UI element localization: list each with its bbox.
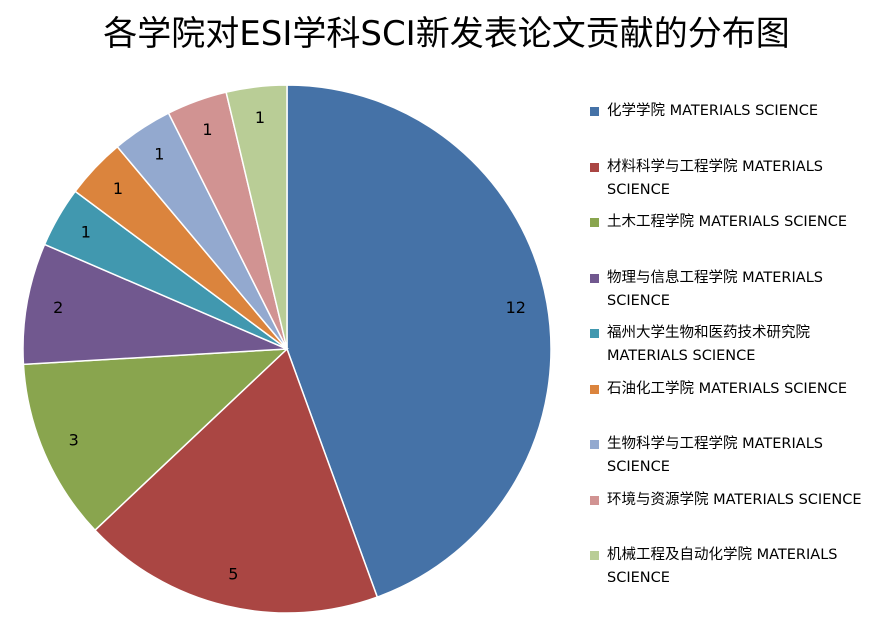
pie-slice-4	[22, 243, 288, 366]
slice-value-label-1: 12	[506, 298, 526, 317]
slice-value-label-7: 1	[154, 144, 164, 163]
slice-value-label-2: 5	[228, 565, 238, 584]
legend-label: 化学学院 MATERIALS SCIENCE	[607, 103, 818, 119]
legend-swatch	[590, 329, 599, 338]
legend-swatch	[590, 273, 599, 283]
slice-value-label-5: 1	[81, 222, 91, 241]
legend-label: 石油化工学院 MATERIALS SCIENCE	[607, 380, 847, 397]
legend-swatch	[590, 551, 599, 560]
legend-item-9: 机械工程及自动化学院 MATERIALS SCIENCE	[590, 544, 890, 590]
legend-label: 机械工程及自动化学院 MATERIALS SCIENCE	[607, 547, 838, 586]
legend-label: 材料科学与工程学院 MATERIALS SCIENCE	[607, 158, 823, 198]
legend-item-7: 生物科学与工程学院 MATERIALS SCIENCE	[590, 433, 890, 479]
legend-label: 环境与资源学院 MATERIALS SCIENCE	[607, 491, 862, 508]
legend-item-3: 土木工程学院 MATERIALS SCIENCE	[590, 211, 890, 234]
legend-swatch	[590, 218, 599, 227]
slice-value-label-3: 3	[69, 431, 79, 450]
pie-slice-2	[93, 347, 379, 614]
legend-item-6: 石油化工学院 MATERIALS SCIENCE	[590, 378, 890, 401]
slice-value-label-8: 1	[202, 120, 212, 139]
legend-item-4: 物理与信息工程学院 MATERIALS SCIENCE	[590, 267, 890, 313]
legend-item-5: 福州大学生物和医药技术研究院 MATERIALS SCIENCE	[590, 322, 890, 368]
slice-value-label-6: 1	[113, 179, 123, 198]
slice-value-label-4: 2	[53, 298, 63, 317]
pie-slice-1	[286, 84, 552, 599]
legend-swatch	[590, 162, 599, 172]
legend-swatch	[590, 107, 599, 116]
legend-item-2: 材料科学与工程学院 MATERIALS SCIENCE	[590, 156, 890, 202]
pie-slice-9	[225, 84, 288, 350]
pie-slice-3	[22, 348, 290, 532]
legend-swatch	[590, 384, 599, 394]
legend-label: 物理与信息工程学院 MATERIALS SCIENCE	[607, 269, 823, 309]
chart-title: 各学院对ESI学科SCI新发表论文贡献的分布图	[103, 14, 790, 54]
legend-label: 福州大学生物和医药技术研究院 MATERIALS SCIENCE	[607, 325, 810, 364]
legend-item-1: 化学学院 MATERIALS SCIENCE	[590, 100, 890, 123]
legend-swatch	[590, 495, 599, 505]
legend-label: 生物科学与工程学院 MATERIALS SCIENCE	[607, 436, 823, 475]
slice-value-label-9: 1	[255, 108, 265, 127]
legend-swatch	[590, 440, 599, 449]
legend-label: 土木工程学院 MATERIALS SCIENCE	[607, 214, 847, 230]
legend-item-8: 环境与资源学院 MATERIALS SCIENCE	[590, 489, 890, 512]
